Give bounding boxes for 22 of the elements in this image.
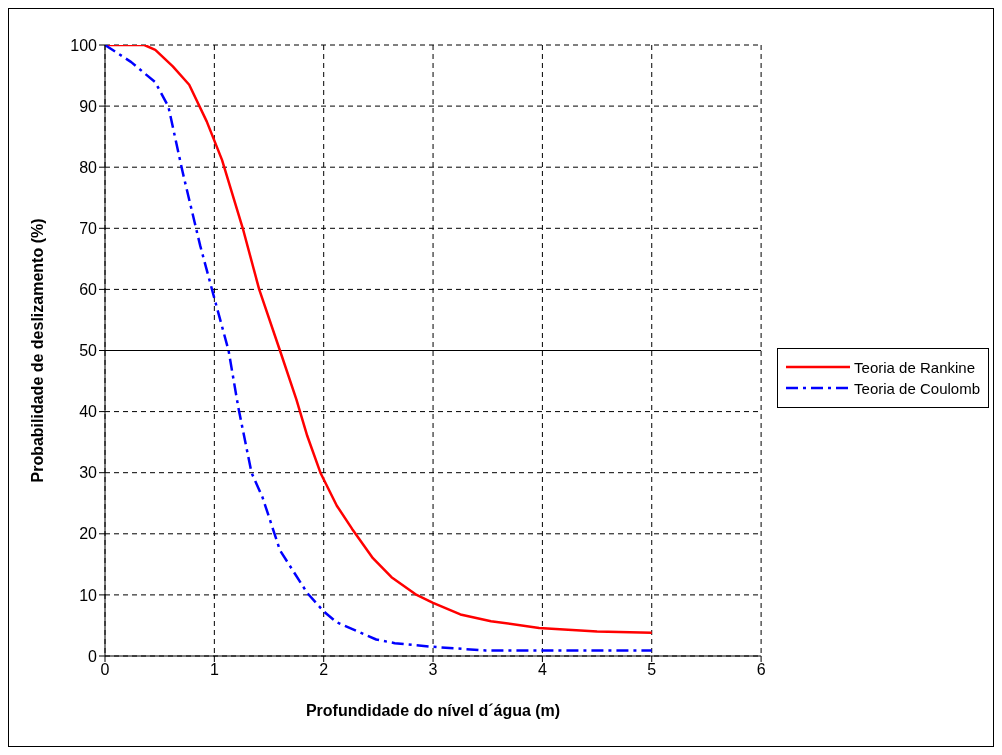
legend-label: Teoria de Coulomb — [854, 379, 980, 397]
x-tick-label: 5 — [647, 661, 657, 679]
y-tick-label: 40 — [79, 403, 98, 421]
y-tick-label: 90 — [79, 97, 98, 115]
x-axis-title: Profundidade do nível d´água (m) — [305, 702, 561, 719]
y-tick-label: 10 — [79, 586, 98, 604]
y-tick-label: 60 — [79, 281, 98, 299]
x-tick-label: 6 — [756, 661, 766, 679]
y-axis-title: Probabilidade de deslizamento (%) — [28, 218, 46, 483]
y-tick-label: 50 — [79, 342, 98, 360]
x-tick-label: 1 — [209, 661, 219, 679]
x-tick-label: 3 — [428, 661, 438, 679]
legend-label: Teoria de Rankine — [854, 358, 976, 376]
y-tick-label: 0 — [88, 647, 98, 665]
x-tick-label: 4 — [537, 661, 547, 679]
x-tick-label: 2 — [319, 661, 329, 679]
y-tick-label: 100 — [70, 36, 98, 54]
y-tick-label: 30 — [79, 464, 98, 482]
x-tick-label: 0 — [100, 661, 110, 679]
y-tick-label: 80 — [79, 158, 98, 176]
y-tick-label: 20 — [79, 525, 98, 543]
y-tick-label: 70 — [79, 219, 98, 237]
